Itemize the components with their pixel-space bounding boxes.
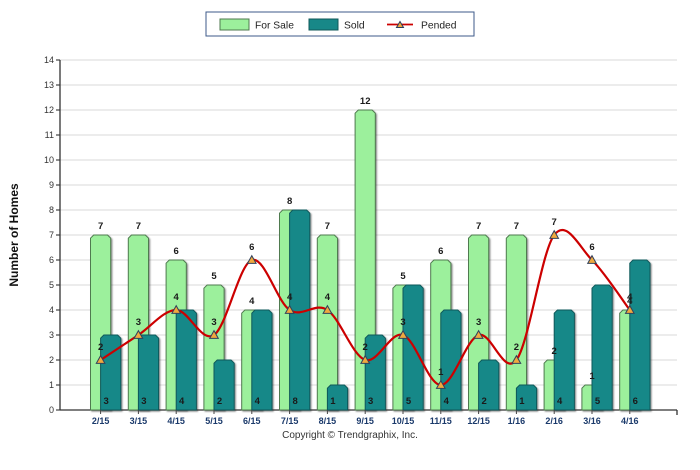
svg-text:1: 1: [330, 396, 336, 407]
svg-text:2: 2: [98, 342, 103, 353]
svg-text:For Sale: For Sale: [255, 21, 294, 32]
svg-text:7: 7: [476, 221, 481, 232]
svg-text:4: 4: [627, 292, 633, 303]
svg-text:5: 5: [595, 396, 601, 407]
svg-text:1: 1: [49, 380, 54, 390]
svg-text:1: 1: [519, 396, 525, 407]
svg-text:Number of Homes: Number of Homes: [7, 183, 21, 287]
svg-text:4: 4: [179, 396, 185, 407]
svg-text:9: 9: [49, 180, 54, 190]
svg-text:7: 7: [49, 230, 54, 240]
svg-text:1/16: 1/16: [508, 416, 526, 426]
svg-text:9/15: 9/15: [356, 416, 374, 426]
svg-text:4: 4: [174, 292, 180, 303]
svg-text:2/16: 2/16: [545, 416, 563, 426]
svg-text:6/15: 6/15: [243, 416, 261, 426]
svg-text:10: 10: [44, 155, 54, 165]
svg-text:13: 13: [44, 80, 54, 90]
svg-text:3: 3: [400, 317, 405, 328]
svg-text:6: 6: [438, 246, 443, 257]
svg-text:4: 4: [255, 396, 261, 407]
svg-text:7: 7: [552, 217, 557, 228]
svg-text:1: 1: [438, 367, 444, 378]
svg-text:1: 1: [589, 371, 595, 382]
svg-text:8/15: 8/15: [319, 416, 337, 426]
svg-text:4/16: 4/16: [621, 416, 639, 426]
svg-text:12: 12: [360, 96, 371, 107]
svg-text:4: 4: [325, 292, 331, 303]
svg-text:4: 4: [49, 305, 54, 315]
svg-text:7: 7: [136, 221, 141, 232]
svg-text:4: 4: [444, 396, 450, 407]
svg-text:8: 8: [49, 205, 54, 215]
svg-text:3: 3: [49, 330, 54, 340]
svg-text:7/15: 7/15: [281, 416, 299, 426]
svg-text:3: 3: [136, 317, 141, 328]
svg-text:2: 2: [514, 342, 519, 353]
svg-text:4: 4: [287, 292, 293, 303]
svg-text:4: 4: [249, 296, 255, 307]
svg-text:6: 6: [249, 242, 254, 253]
svg-text:6: 6: [49, 255, 54, 265]
svg-text:8: 8: [287, 196, 292, 207]
svg-text:11: 11: [45, 130, 54, 140]
svg-text:2: 2: [552, 346, 557, 357]
svg-text:4: 4: [557, 396, 563, 407]
svg-text:12/15: 12/15: [467, 416, 490, 426]
svg-text:2: 2: [481, 396, 486, 407]
svg-text:7: 7: [325, 221, 330, 232]
svg-text:6: 6: [589, 242, 594, 253]
svg-text:3/15: 3/15: [130, 416, 148, 426]
svg-text:5: 5: [211, 271, 217, 282]
svg-text:3: 3: [476, 317, 481, 328]
svg-text:11/15: 11/15: [430, 416, 452, 426]
svg-text:4/15: 4/15: [167, 416, 185, 426]
svg-text:5/15: 5/15: [205, 416, 223, 426]
svg-text:8: 8: [292, 396, 297, 407]
svg-text:14: 14: [44, 55, 54, 65]
svg-text:2: 2: [49, 355, 54, 365]
svg-text:5: 5: [49, 280, 54, 290]
svg-text:6: 6: [633, 396, 638, 407]
svg-text:7: 7: [514, 221, 519, 232]
svg-text:12: 12: [44, 105, 54, 115]
svg-text:3: 3: [211, 317, 216, 328]
svg-text:3: 3: [103, 396, 108, 407]
svg-text:6: 6: [174, 246, 179, 257]
svg-text:3/16: 3/16: [583, 416, 601, 426]
svg-text:Sold: Sold: [344, 21, 365, 32]
svg-text:5: 5: [400, 271, 406, 282]
svg-text:0: 0: [49, 405, 54, 415]
svg-text:Pended: Pended: [421, 21, 457, 32]
svg-text:10/15: 10/15: [392, 416, 415, 426]
svg-text:2: 2: [363, 342, 368, 353]
svg-text:7: 7: [98, 221, 103, 232]
svg-text:5: 5: [406, 396, 412, 407]
svg-text:Copyright © Trendgraphix, Inc.: Copyright © Trendgraphix, Inc.: [282, 430, 418, 441]
svg-text:3: 3: [141, 396, 146, 407]
svg-text:2/15: 2/15: [92, 416, 110, 426]
svg-text:2: 2: [217, 396, 222, 407]
svg-text:3: 3: [368, 396, 373, 407]
